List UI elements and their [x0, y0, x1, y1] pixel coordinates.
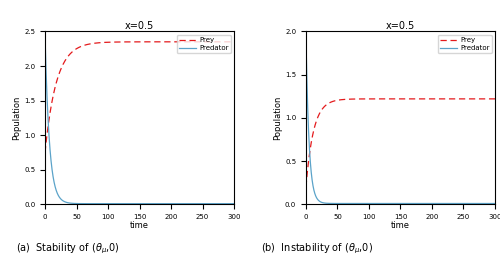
Legend: Prey, Predator: Prey, Predator [438, 35, 492, 53]
X-axis label: time: time [130, 221, 149, 231]
Text: (a)  Stability of ($\theta_{\mu}$,0): (a) Stability of ($\theta_{\mu}$,0) [16, 242, 120, 256]
Y-axis label: Population: Population [273, 96, 282, 140]
Text: (b)  Instability of ($\theta_{\mu}$,0): (b) Instability of ($\theta_{\mu}$,0) [262, 242, 374, 256]
Title: x=0.5: x=0.5 [125, 21, 154, 31]
Title: x=0.5: x=0.5 [386, 21, 415, 31]
Legend: Prey, Predator: Prey, Predator [177, 35, 231, 53]
Y-axis label: Population: Population [12, 96, 21, 140]
X-axis label: time: time [391, 221, 410, 231]
